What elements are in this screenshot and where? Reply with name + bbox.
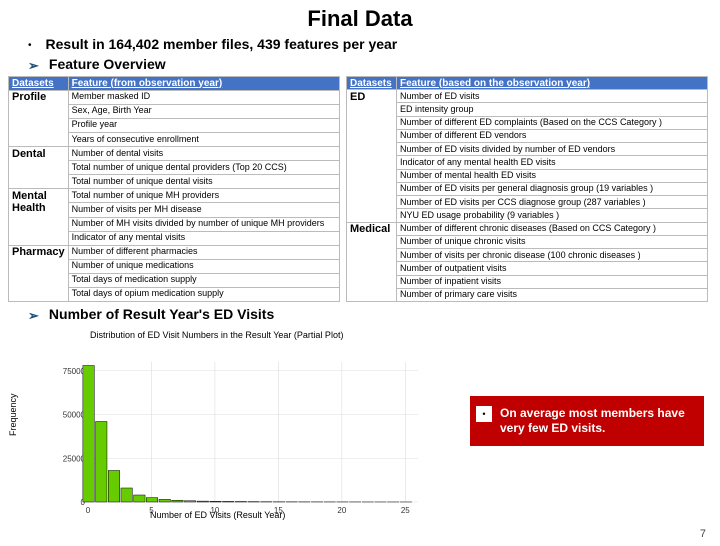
table-feature: Total days of medication supply (68, 273, 339, 287)
table-feature: Number of ED visits divided by number of… (397, 143, 708, 156)
table-feature: Number of ED visits per general diagnosi… (397, 182, 708, 195)
table-category: Mental Health (9, 189, 69, 245)
table-feature: Number of visits per MH disease (68, 203, 339, 217)
table-feature: Years of consecutive enrollment (68, 133, 339, 147)
chart-title: Distribution of ED Visit Numbers in the … (90, 330, 343, 340)
table-feature: Number of primary care visits (397, 288, 708, 301)
svg-text:50000: 50000 (63, 411, 86, 420)
page-number: 7 (700, 528, 706, 540)
callout-text: On average most members have very few ED… (500, 406, 696, 436)
table-feature: NYU ED usage probability (9 variables ) (397, 209, 708, 222)
svg-text:5: 5 (149, 506, 154, 515)
table-feature: Indicator of any mental visits (68, 231, 339, 245)
svg-text:10: 10 (210, 506, 219, 515)
svg-text:75000: 75000 (63, 367, 86, 376)
svg-text:25000: 25000 (63, 454, 86, 463)
callout-dot: • (476, 406, 492, 422)
page-title: Final Data (0, 6, 720, 32)
bullet-chart-heading: ➢ Number of Result Year's ED Visits (28, 306, 720, 324)
chart-ylabel: Frequency (8, 393, 18, 436)
table-feature: Number of unique chronic visits (397, 235, 708, 248)
table-category: ED (347, 90, 397, 223)
left-table: DatasetsFeature (from observation year) … (8, 76, 340, 302)
table-feature: Sex, Age, Birth Year (68, 104, 339, 118)
table-feature: Number of different ED vendors (397, 129, 708, 142)
table-feature: Member masked ID (68, 90, 339, 104)
bullet-overview: ➢ Feature Overview (28, 56, 720, 74)
table-feature: Number of visits per chronic disease (10… (397, 249, 708, 262)
table-category: Profile (9, 90, 69, 146)
table-feature: Number of mental health ED visits (397, 169, 708, 182)
table-feature: Number of outpatient visits (397, 262, 708, 275)
callout-box: • On average most members have very few … (470, 396, 704, 446)
bullet-result: • Result in 164,402 member files, 439 fe… (28, 36, 720, 52)
table-feature: Number of ED visits (397, 90, 708, 103)
table-feature: Number of MH visits divided by number of… (68, 217, 339, 231)
table-category: Medical (347, 222, 397, 302)
table-feature: Number of dental visits (68, 147, 339, 161)
bullet-overview-text: Feature Overview (49, 56, 166, 72)
table-feature: ED intensity group (397, 103, 708, 116)
right-head-2: Feature (based on the observation year) (397, 77, 708, 90)
table-feature: Number of different pharmacies (68, 245, 339, 259)
table-feature: Number of unique medications (68, 259, 339, 273)
chart-svg: 02500050000750000510152025 (54, 356, 424, 520)
right-head-1: Datasets (347, 77, 397, 90)
svg-text:20: 20 (337, 506, 346, 515)
left-head-1: Datasets (9, 77, 69, 91)
tables-row: DatasetsFeature (from observation year) … (8, 76, 712, 302)
table-feature: Number of different ED complaints (Based… (397, 116, 708, 129)
svg-text:0: 0 (86, 506, 91, 515)
table-feature: Number of inpatient visits (397, 275, 708, 288)
bullet-dot: • (28, 40, 32, 51)
svg-text:25: 25 (401, 506, 410, 515)
table-feature: Total days of opium medication supply (68, 287, 339, 301)
chart-section: Distribution of ED Visit Numbers in the … (0, 326, 720, 526)
bullet-result-text: Result in 164,402 member files, 439 feat… (46, 36, 398, 52)
left-head-2: Feature (from observation year) (68, 77, 339, 91)
table-feature: Number of ED visits per CCS diagnose gro… (397, 196, 708, 209)
chart-heading-text: Number of Result Year's ED Visits (49, 306, 274, 322)
table-feature: Total number of unique MH providers (68, 189, 339, 203)
svg-text:15: 15 (274, 506, 283, 515)
table-category: Pharmacy (9, 245, 69, 301)
arrow-icon: ➢ (28, 58, 39, 74)
table-feature: Total number of unique dental visits (68, 175, 339, 189)
arrow-icon: ➢ (28, 308, 39, 324)
table-feature: Total number of unique dental providers … (68, 161, 339, 175)
table-feature: Profile year (68, 118, 339, 132)
table-feature: Indicator of any mental health ED visits (397, 156, 708, 169)
right-table: DatasetsFeature (based on the observatio… (346, 76, 708, 302)
table-feature: Number of different chronic diseases (Ba… (397, 222, 708, 235)
table-category: Dental (9, 147, 69, 189)
